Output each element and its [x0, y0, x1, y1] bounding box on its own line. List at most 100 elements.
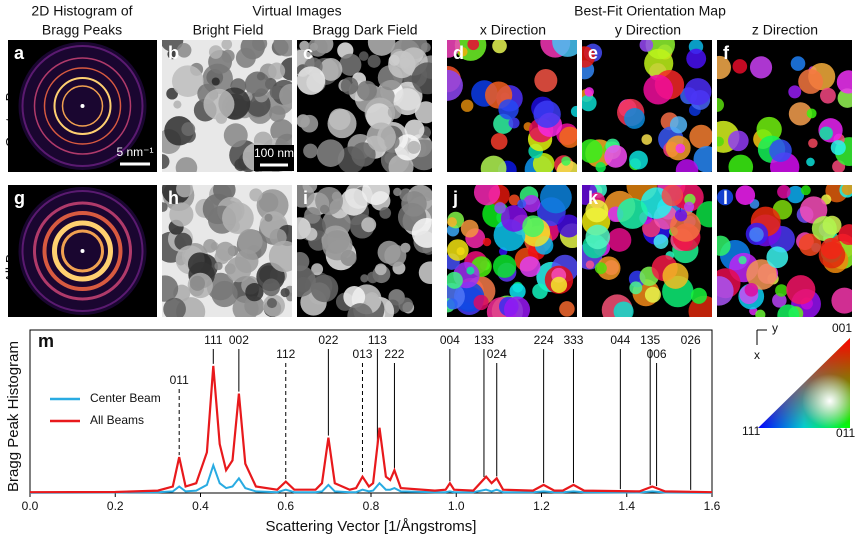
- grain: [508, 194, 520, 206]
- grain: [466, 266, 475, 275]
- grain: [266, 298, 277, 309]
- x-tick-label: 0.2: [107, 499, 124, 513]
- image: [8, 185, 157, 317]
- grain: [494, 202, 506, 214]
- grain: [607, 228, 632, 252]
- header: Bragg Peaks: [42, 22, 122, 38]
- peak-label: 002: [229, 333, 249, 347]
- grain: [717, 276, 734, 306]
- grain: [675, 143, 686, 154]
- grain: [311, 263, 324, 276]
- image: [162, 185, 292, 317]
- grain: [617, 198, 648, 229]
- grain: [717, 189, 734, 206]
- grain: [300, 114, 319, 133]
- grain: [401, 191, 427, 217]
- grain: [584, 87, 594, 97]
- grain: [343, 286, 366, 308]
- ring: [61, 85, 104, 127]
- grain: [339, 53, 362, 76]
- grain: [769, 139, 792, 163]
- grain: [225, 256, 252, 283]
- grain: [717, 55, 731, 80]
- peak-label: 004: [440, 333, 460, 347]
- peak-label: 135: [640, 333, 660, 347]
- grain: [686, 48, 707, 69]
- peak-label: 224: [534, 333, 554, 347]
- ring: [33, 57, 132, 155]
- grain: [669, 116, 688, 134]
- peak-label: 113: [368, 333, 387, 347]
- grain: [641, 134, 653, 145]
- grain: [540, 185, 572, 214]
- x-axis-label: Scattering Vector [1/Ångstroms]: [266, 518, 477, 535]
- grain: [777, 185, 791, 199]
- grain: [237, 228, 263, 254]
- x-tick-label: 1.0: [448, 499, 465, 513]
- chart: 0.0 0.2 0.4 0.6 0.8 1.0 1.2 1.4 1.6 Scattering Ve…: [5, 329, 721, 535]
- grain: [508, 117, 520, 129]
- grain: [418, 261, 432, 285]
- header: 2D Histogram of: [31, 3, 132, 19]
- grain: [460, 99, 474, 112]
- grain: [163, 297, 186, 317]
- grain: [411, 62, 432, 95]
- grain: [532, 283, 548, 300]
- key-label: 011: [836, 426, 855, 440]
- panel-letter: e: [588, 43, 598, 63]
- grain: [411, 217, 432, 248]
- ring: [21, 190, 144, 312]
- grain: [522, 215, 545, 238]
- grain: [738, 256, 747, 265]
- grain: [208, 45, 223, 59]
- header: x Direction: [480, 22, 546, 38]
- x-tick-label: 0.0: [22, 499, 39, 513]
- panel-letter: i: [303, 188, 308, 208]
- grain: [798, 233, 822, 256]
- grain: [162, 202, 168, 212]
- x-tick-label: 1.2: [533, 499, 550, 513]
- image: [8, 40, 157, 172]
- peak-label: 222: [384, 347, 404, 361]
- grain: [585, 224, 611, 250]
- grain: [162, 275, 179, 302]
- key-label: 111: [742, 424, 761, 438]
- grain: [235, 47, 256, 68]
- grain: [358, 51, 369, 61]
- center: [80, 104, 85, 108]
- x-tick-label: 0.4: [192, 499, 209, 513]
- grain: [582, 139, 603, 164]
- grain: [749, 56, 773, 79]
- grain: [798, 69, 823, 94]
- grain: [351, 142, 376, 167]
- grain: [244, 71, 271, 97]
- header: Virtual Images: [252, 3, 341, 19]
- grain: [594, 262, 607, 275]
- grain: [639, 40, 654, 52]
- grain: [407, 140, 421, 154]
- grain: [319, 204, 329, 214]
- grain: [211, 77, 220, 86]
- grain: [595, 162, 606, 172]
- grain: [696, 201, 712, 228]
- grain: [519, 256, 541, 278]
- image: [447, 40, 577, 172]
- grain: [340, 77, 359, 95]
- grain: [756, 116, 782, 143]
- grain: [689, 124, 712, 149]
- grain: [387, 105, 402, 120]
- grain: [361, 185, 390, 206]
- grain: [836, 70, 852, 94]
- grain: [728, 154, 754, 172]
- grain: [570, 105, 577, 117]
- grain: [347, 303, 374, 317]
- grain: [786, 275, 816, 305]
- ring: [43, 67, 122, 145]
- grain: [755, 309, 766, 317]
- grain: [806, 157, 815, 167]
- grain: [684, 78, 712, 106]
- panel-letter: g: [14, 188, 25, 208]
- grain: [534, 69, 558, 93]
- grain: [356, 80, 377, 101]
- grain: [367, 54, 381, 68]
